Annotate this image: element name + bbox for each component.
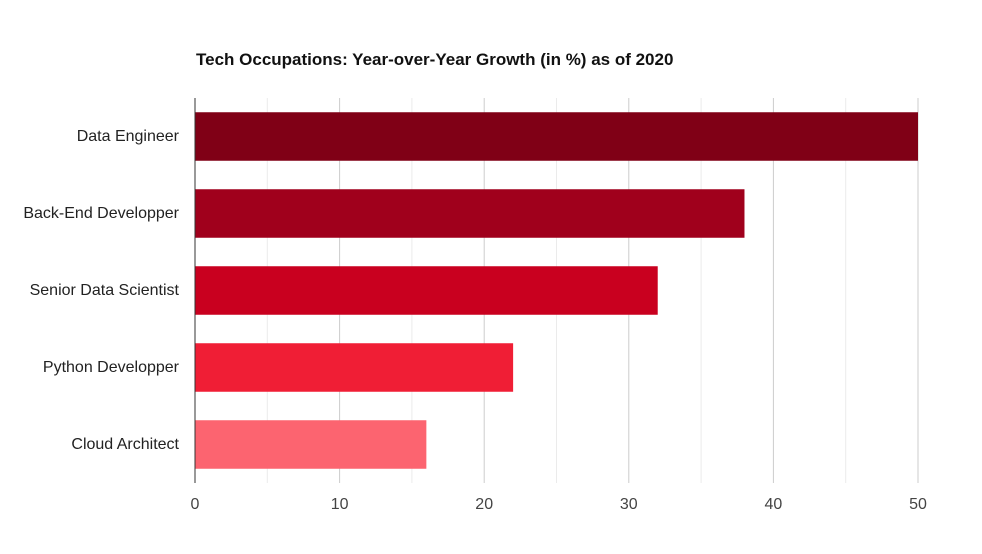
category-label: Back-End Developper [23,205,179,222]
category-label: Cloud Architect [71,436,179,453]
category-label: Senior Data Scientist [30,282,180,299]
x-tick-label: 20 [475,496,493,513]
x-tick-label: 0 [191,496,200,513]
bars [195,112,918,469]
x-tick-label: 10 [331,496,349,513]
x-tick-label: 30 [620,496,638,513]
bar[interactable] [195,112,918,161]
category-labels: Data Engineer Back-End Developper Senior D… [23,128,179,453]
x-tick-label: 40 [765,496,783,513]
bar[interactable] [195,343,514,392]
x-tick-label: 50 [909,496,927,513]
chart-title: Tech Occupations: Year-over-Year Growth … [196,50,674,69]
bar[interactable] [195,266,658,315]
bar[interactable] [195,420,427,469]
category-label: Python Developper [43,359,180,376]
x-tick-labels: 0 10 20 30 40 50 [191,496,927,513]
bar[interactable] [195,189,745,238]
category-label: Data Engineer [77,128,180,145]
